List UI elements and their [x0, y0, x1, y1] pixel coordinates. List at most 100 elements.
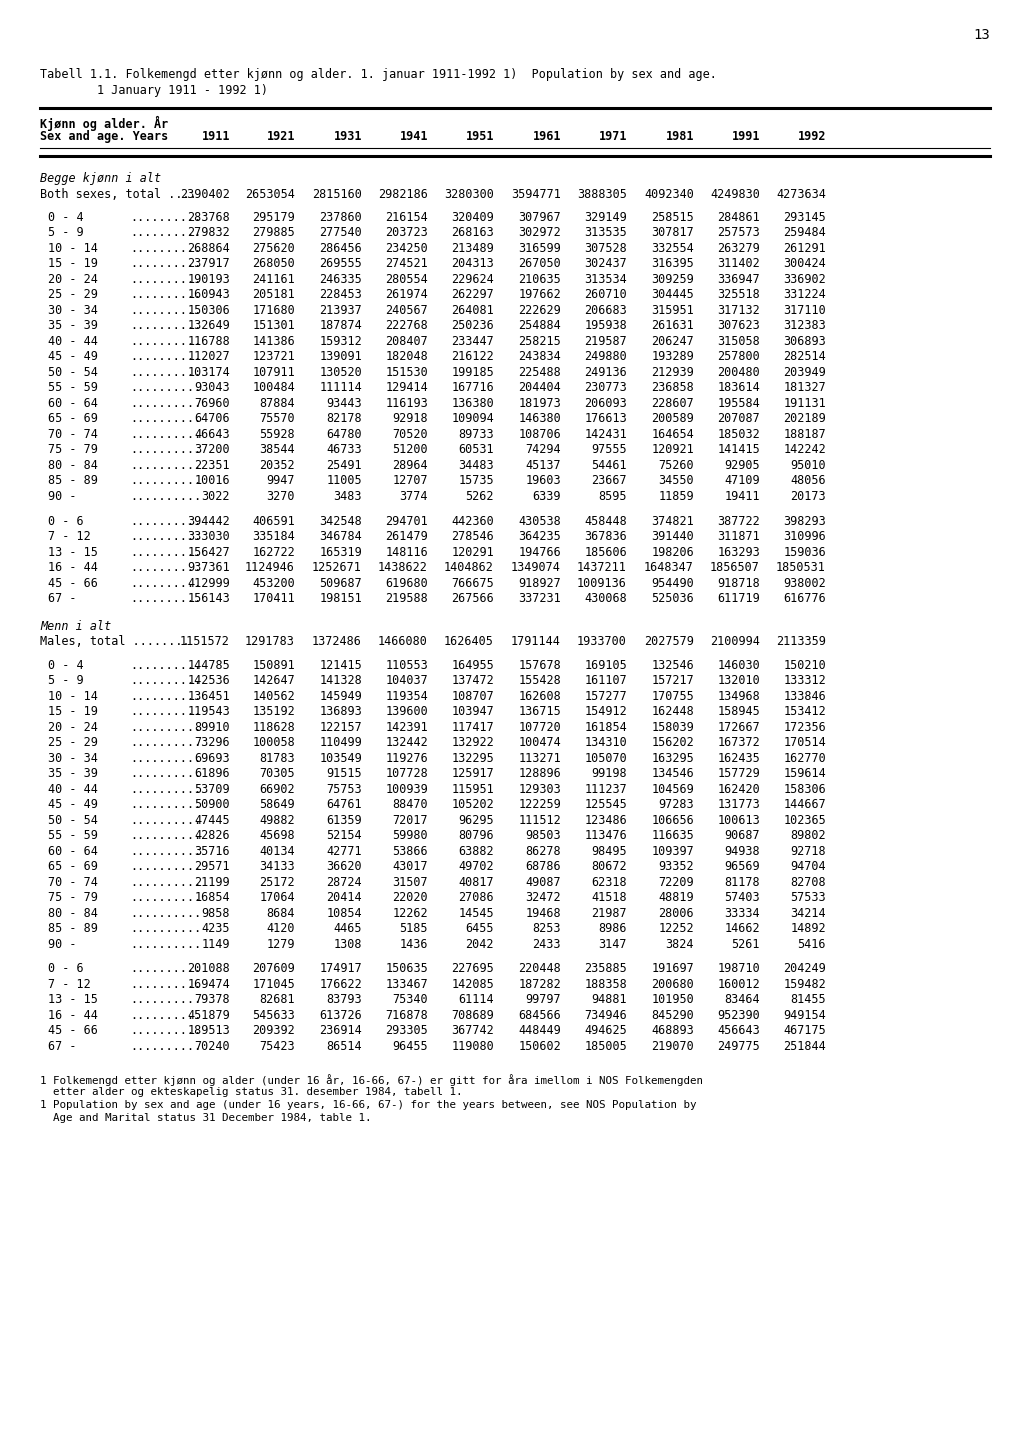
Text: 1648347: 1648347 [644, 560, 694, 573]
Text: 206247: 206247 [651, 334, 694, 348]
Text: 329149: 329149 [585, 211, 627, 224]
Text: 1791144: 1791144 [511, 636, 561, 649]
Text: 133312: 133312 [783, 675, 826, 688]
Text: 116635: 116635 [651, 830, 694, 843]
Text: 53866: 53866 [392, 844, 428, 857]
Text: 295179: 295179 [252, 211, 295, 224]
Text: 140562: 140562 [252, 689, 295, 702]
Text: 34214: 34214 [791, 906, 826, 919]
Text: ..........: .......... [130, 860, 202, 873]
Text: 150635: 150635 [385, 963, 428, 976]
Text: 144785: 144785 [187, 659, 230, 672]
Text: 304445: 304445 [651, 288, 694, 301]
Text: ..........: .......... [130, 705, 202, 718]
Text: 189513: 189513 [187, 1025, 230, 1038]
Text: 22351: 22351 [195, 459, 230, 472]
Text: 237917: 237917 [187, 258, 230, 271]
Text: 50 - 54: 50 - 54 [48, 366, 98, 379]
Text: 128896: 128896 [518, 767, 561, 780]
Text: 31507: 31507 [392, 876, 428, 889]
Text: 120921: 120921 [651, 443, 694, 456]
Text: 2390402: 2390402 [180, 187, 230, 200]
Text: 236858: 236858 [651, 381, 694, 394]
Text: 107728: 107728 [385, 767, 428, 780]
Text: 453200: 453200 [252, 576, 295, 589]
Text: 216154: 216154 [385, 211, 428, 224]
Text: 307623: 307623 [717, 319, 760, 332]
Text: 35716: 35716 [195, 844, 230, 857]
Text: 14892: 14892 [791, 922, 826, 935]
Text: ..........: .......... [130, 258, 202, 271]
Text: ..........: .......... [130, 413, 202, 426]
Text: 258515: 258515 [651, 211, 694, 224]
Text: 315058: 315058 [717, 334, 760, 348]
Text: ..........: .......... [130, 304, 202, 317]
Text: 92905: 92905 [724, 459, 760, 472]
Text: 458448: 458448 [585, 514, 627, 527]
Text: 45 - 66: 45 - 66 [48, 1025, 98, 1038]
Text: 93352: 93352 [658, 860, 694, 873]
Text: 54461: 54461 [592, 459, 627, 472]
Text: 15 - 19: 15 - 19 [48, 258, 98, 271]
Text: 204404: 204404 [518, 381, 561, 394]
Text: ..........: .......... [130, 272, 202, 285]
Text: 204249: 204249 [783, 963, 826, 976]
Text: 619680: 619680 [385, 576, 428, 589]
Text: 219587: 219587 [585, 334, 627, 348]
Text: 195584: 195584 [717, 397, 760, 410]
Text: 260710: 260710 [585, 288, 627, 301]
Text: 142536: 142536 [187, 675, 230, 688]
Text: 103174: 103174 [187, 366, 230, 379]
Text: 163293: 163293 [717, 546, 760, 559]
Text: 277540: 277540 [319, 226, 362, 239]
Text: 7 - 12: 7 - 12 [48, 530, 91, 543]
Text: 203949: 203949 [783, 366, 826, 379]
Text: 132442: 132442 [385, 736, 428, 749]
Text: 302437: 302437 [585, 258, 627, 271]
Text: 766675: 766675 [452, 576, 494, 589]
Text: 2100994: 2100994 [710, 636, 760, 649]
Text: 48819: 48819 [658, 891, 694, 904]
Text: 202189: 202189 [783, 413, 826, 426]
Text: 158306: 158306 [783, 783, 826, 796]
Text: 611719: 611719 [717, 592, 760, 605]
Text: 243834: 243834 [518, 350, 561, 363]
Text: 3594771: 3594771 [511, 187, 561, 200]
Text: 75570: 75570 [259, 413, 295, 426]
Text: 2982186: 2982186 [378, 187, 428, 200]
Text: 72209: 72209 [658, 876, 694, 889]
Text: ..........: .......... [130, 876, 202, 889]
Text: 150891: 150891 [252, 659, 295, 672]
Text: 131773: 131773 [717, 798, 760, 811]
Text: 75260: 75260 [658, 459, 694, 472]
Text: 1009136: 1009136 [578, 576, 627, 589]
Text: 219588: 219588 [385, 592, 428, 605]
Text: 249880: 249880 [585, 350, 627, 363]
Text: 208407: 208407 [385, 334, 428, 348]
Text: 50900: 50900 [195, 798, 230, 811]
Text: 40 - 44: 40 - 44 [48, 334, 98, 348]
Text: 155428: 155428 [518, 675, 561, 688]
Text: 1151572: 1151572 [180, 636, 230, 649]
Text: 302972: 302972 [518, 226, 561, 239]
Text: 105070: 105070 [585, 752, 627, 765]
Text: 335184: 335184 [252, 530, 295, 543]
Text: 509687: 509687 [319, 576, 362, 589]
Text: 49882: 49882 [259, 814, 295, 827]
Text: 212939: 212939 [651, 366, 694, 379]
Text: 10 - 14: 10 - 14 [48, 242, 98, 255]
Text: Kjønn og alder. År: Kjønn og alder. År [40, 116, 168, 132]
Text: 141415: 141415 [717, 443, 760, 456]
Text: 8253: 8253 [532, 922, 561, 935]
Text: 4249830: 4249830 [710, 187, 760, 200]
Text: 102365: 102365 [783, 814, 826, 827]
Text: 79378: 79378 [195, 993, 230, 1006]
Text: 112027: 112027 [187, 350, 230, 363]
Text: 13 - 15: 13 - 15 [48, 546, 98, 559]
Text: 190193: 190193 [187, 272, 230, 285]
Text: 1438622: 1438622 [378, 560, 428, 573]
Text: 176622: 176622 [319, 977, 362, 990]
Text: 14545: 14545 [459, 906, 494, 919]
Text: 1466080: 1466080 [378, 636, 428, 649]
Text: 94881: 94881 [592, 993, 627, 1006]
